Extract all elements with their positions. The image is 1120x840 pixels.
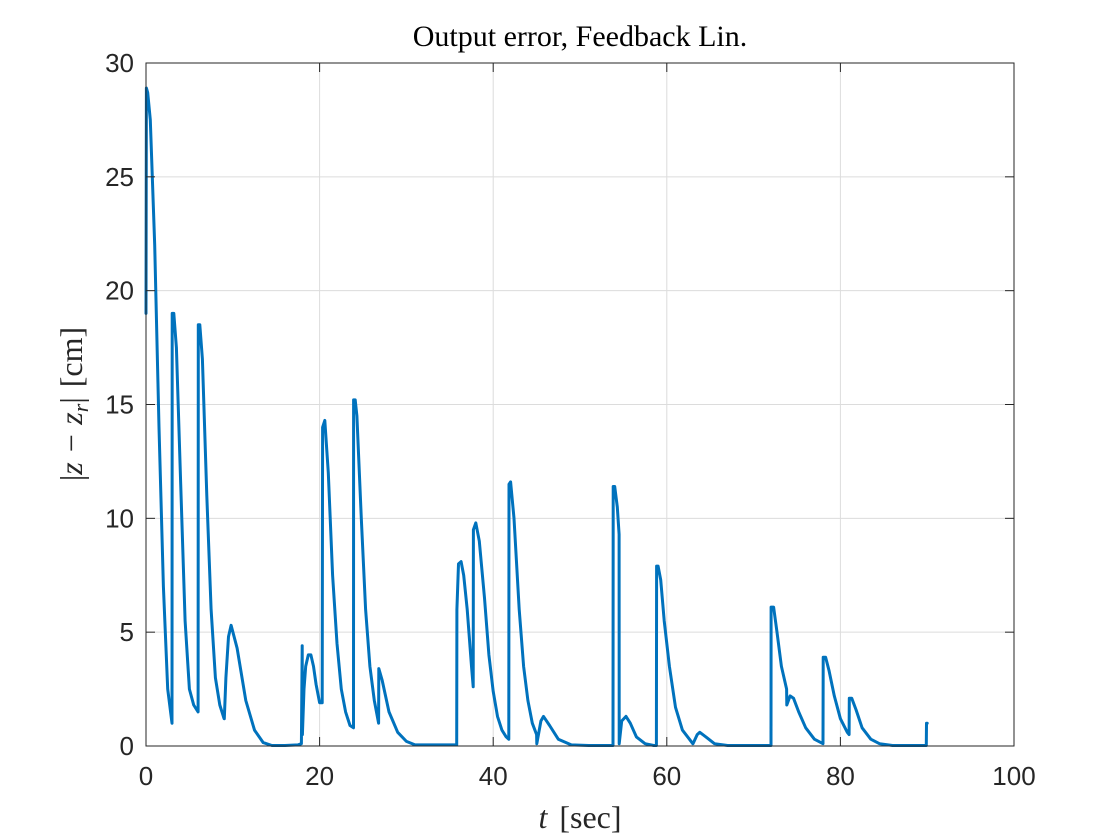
y-tick-label: 30 [105,48,134,78]
y-tick-label: 20 [105,276,134,306]
x-tick-label: 100 [992,761,1035,791]
y-tick-label: 15 [105,390,134,420]
y-axis-label: |z − zr|[cm] [53,327,93,481]
x-tick-labels: 0 20 40 60 80 100 [139,761,1036,791]
y-tick-label: 10 [105,503,134,533]
x-tick-label: 80 [826,761,855,791]
x-tick-label: 60 [652,761,681,791]
y-tick-label: 5 [120,617,134,647]
x-axis-label-unit: [sec] [559,799,621,835]
tick-marks [145,62,1015,747]
y-axis-label-variable: z − z [53,412,89,476]
y-tick-label: 25 [105,162,134,192]
x-tick-label: 40 [479,761,508,791]
series-layer [144,86,929,747]
x-axis-label: t [sec] [538,799,621,835]
x-tick-label: 0 [139,761,153,791]
chart-title: Output error, Feedback Lin. [413,20,748,53]
y-tick-labels: 0 5 10 15 20 25 30 [105,48,134,761]
y-axis-label-open: | [53,475,89,481]
y-axis-label-unit: [cm] [53,327,89,387]
y-axis-label-subscript: r [68,403,93,412]
grid [145,62,1015,747]
x-tick-label: 20 [305,761,334,791]
y-tick-label: 0 [120,731,134,761]
series-line-1 [144,86,929,747]
x-axis-label-variable: t [538,799,548,835]
y-axis-label-close: | [53,397,89,403]
